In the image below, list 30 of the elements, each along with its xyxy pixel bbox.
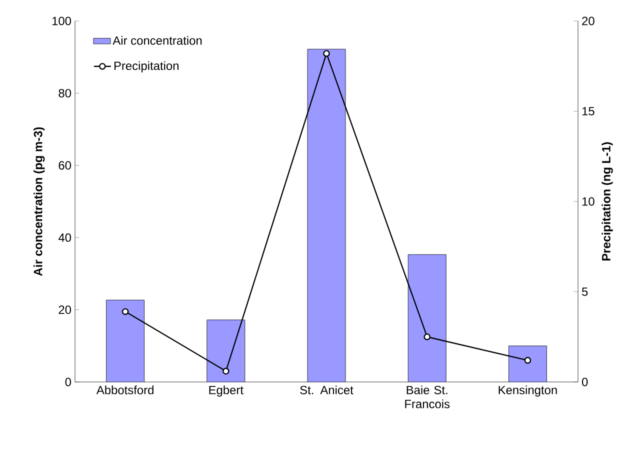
y2-tick-label: 5 [582, 288, 588, 296]
x-tick-label: Baie St. Francois [405, 386, 450, 408]
x-tick-label: Kensington [498, 386, 557, 397]
y2-tick-label: 15 [582, 107, 594, 116]
y-tick-label: 20 [58, 306, 72, 314]
bar [206, 320, 245, 382]
point [222, 368, 230, 375]
x-tick-label: St. Anicet [300, 386, 354, 394]
y-tick-label: 60 [58, 161, 72, 170]
y2-tick-label: 0 [582, 378, 588, 386]
point [424, 333, 430, 340]
y-tick-label: 40 [58, 233, 72, 242]
y2-tick-label: 20 [582, 16, 594, 26]
legend-label: Precipitation [114, 61, 178, 72]
x-tick-label: Abbotsford [96, 386, 154, 394]
y2-tick-label: 10 [582, 197, 594, 206]
y-tick-label: 80 [58, 88, 72, 98]
y-axis-title: Air concentration (pg m-3) [34, 127, 45, 276]
bar [308, 49, 346, 382]
legend-label: Air concentration [112, 36, 202, 45]
y-tick-label: 100 [52, 16, 72, 26]
point [524, 356, 532, 364]
y2-axis-title: Precipitation (ng L-1) [602, 142, 613, 260]
point [323, 50, 330, 57]
point [122, 308, 129, 315]
bar [408, 254, 446, 382]
bar [508, 346, 547, 382]
y-tick-label: 0 [65, 378, 72, 386]
bar [106, 300, 144, 382]
x-tick-label: Egbert [209, 386, 244, 397]
